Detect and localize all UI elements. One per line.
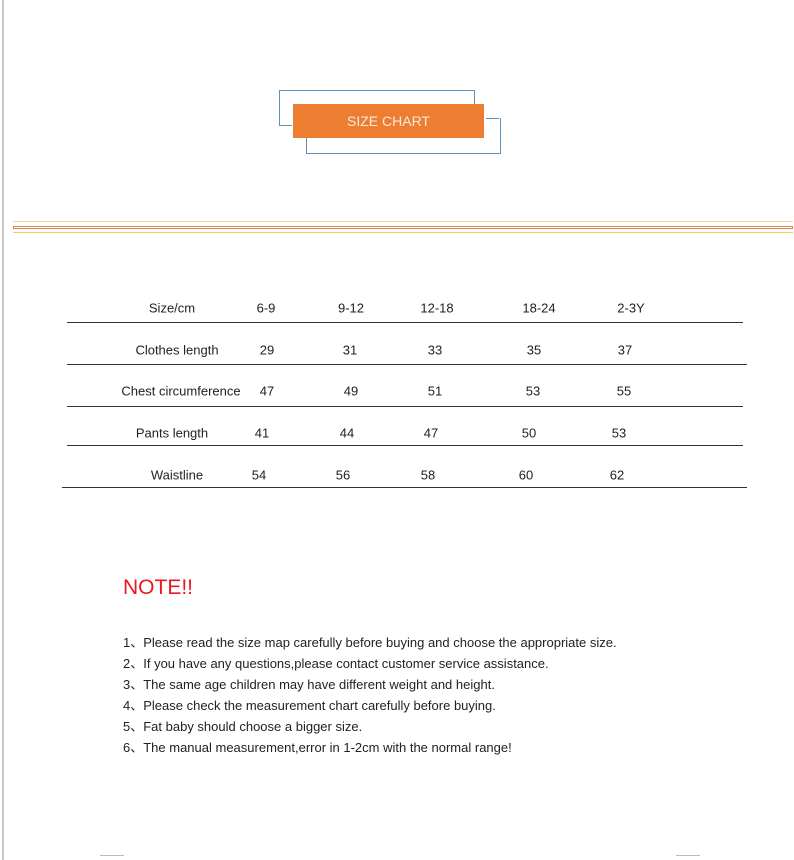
divider — [13, 232, 793, 233]
row-label: Pants length — [135, 425, 209, 441]
note-list: 1、Please read the size map carefully bef… — [123, 632, 617, 758]
table-cell: 33 — [427, 342, 443, 358]
table-cell: 50 — [521, 425, 537, 441]
corner-mark — [676, 855, 700, 856]
table-cell: 62 — [609, 467, 625, 483]
table-rule — [67, 406, 743, 407]
divider — [13, 226, 793, 229]
table-rule — [62, 487, 747, 488]
decorative-frame — [279, 90, 292, 126]
table-cell: 51 — [427, 383, 443, 399]
note-item: 3、The same age children may have differe… — [123, 677, 495, 692]
divider — [13, 221, 793, 222]
size-chart-title: SIZE CHART — [293, 104, 484, 138]
page-border — [2, 0, 4, 860]
row-label: Waistline — [150, 467, 204, 483]
table-cell: 37 — [617, 342, 633, 358]
table-cell: 54 — [251, 467, 267, 483]
note-item: 5、Fat baby should choose a bigger size. — [123, 719, 363, 734]
note-item: 4、Please check the measurement chart car… — [123, 698, 496, 713]
column-header: 12-18 — [420, 300, 454, 316]
table-cell: 29 — [259, 342, 275, 358]
note-item: 2、If you have any questions,please conta… — [123, 656, 549, 671]
column-header: 2-3Y — [617, 300, 645, 316]
table-cell: 49 — [343, 383, 359, 399]
column-header: Size/cm — [148, 300, 196, 316]
note-title: NOTE!! — [123, 576, 194, 599]
table-rule — [67, 445, 743, 446]
table-cell: 53 — [611, 425, 627, 441]
table-cell: 58 — [420, 467, 436, 483]
note-item: 1、Please read the size map carefully bef… — [123, 635, 617, 650]
table-rule — [67, 322, 743, 323]
column-header: 6-9 — [256, 300, 276, 316]
column-header: 9-12 — [337, 300, 365, 316]
table-cell: 55 — [616, 383, 632, 399]
row-label: Chest circumference — [121, 383, 241, 399]
table-rule — [67, 364, 747, 365]
table-cell: 56 — [335, 467, 351, 483]
table-cell: 53 — [525, 383, 541, 399]
row-label: Clothes length — [135, 342, 219, 358]
table-cell: 41 — [254, 425, 270, 441]
table-cell: 31 — [342, 342, 358, 358]
table-cell: 47 — [423, 425, 439, 441]
decorative-frame — [486, 118, 499, 129]
note-item: 6、The manual measurement,error in 1-2cm … — [123, 740, 512, 755]
table-cell: 47 — [259, 383, 275, 399]
table-cell: 35 — [526, 342, 542, 358]
table-cell: 44 — [339, 425, 355, 441]
column-header: 18-24 — [522, 300, 556, 316]
corner-mark — [100, 855, 124, 856]
table-cell: 60 — [518, 467, 534, 483]
